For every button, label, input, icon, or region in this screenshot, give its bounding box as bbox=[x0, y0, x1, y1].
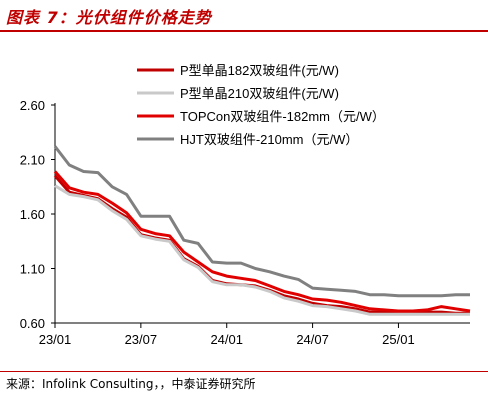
series-line-1 bbox=[53, 174, 470, 315]
x-axis: 23/01 23/07 24/01 24/07 25/01 bbox=[39, 322, 470, 347]
y-tick-label: 2.10 bbox=[20, 153, 45, 168]
title-rule bbox=[0, 30, 488, 32]
series-line-3 bbox=[53, 170, 471, 313]
series-line-2 bbox=[54, 184, 470, 316]
legend-label: P型单晶210双玻组件(元/W) bbox=[180, 86, 339, 101]
y-tick-label: 2.60 bbox=[20, 98, 45, 113]
legend-label: TOPCon双玻组件-182mm（元/W） bbox=[180, 109, 385, 124]
plot-lines bbox=[53, 145, 471, 316]
y-tick-label: 1.10 bbox=[20, 262, 45, 277]
y-tick-label: 1.60 bbox=[20, 207, 45, 222]
x-tick-label: 24/01 bbox=[210, 332, 243, 347]
source-rule bbox=[0, 371, 488, 372]
legend: P型单晶182双玻组件(元/W) P型单晶210双玻组件(元/W) TOPCon双玻… bbox=[137, 63, 385, 147]
x-tick-label: 25/01 bbox=[382, 332, 415, 347]
x-tick-label: 23/07 bbox=[125, 332, 158, 347]
figure-title: 图表 7：光伏组件价格走势 bbox=[6, 8, 212, 27]
y-tick-label: 0.60 bbox=[20, 316, 45, 331]
legend-label: HJT双玻组件-210mm（元/W） bbox=[180, 132, 358, 147]
source-note: 来源：Infolink Consulting，，中泰证券研究所 bbox=[6, 377, 256, 391]
series-line-4 bbox=[53, 145, 470, 298]
legend-label: P型单晶182双玻组件(元/W) bbox=[180, 63, 339, 78]
x-tick-label: 24/07 bbox=[296, 332, 329, 347]
x-tick-label: 23/01 bbox=[39, 332, 72, 347]
y-axis: 2.60 2.10 1.60 1.10 0.60 bbox=[20, 98, 56, 331]
price-line-chart: 2.60 2.10 1.60 1.10 0.60 23/01 23/07 24/01 24/0… bbox=[20, 63, 471, 347]
